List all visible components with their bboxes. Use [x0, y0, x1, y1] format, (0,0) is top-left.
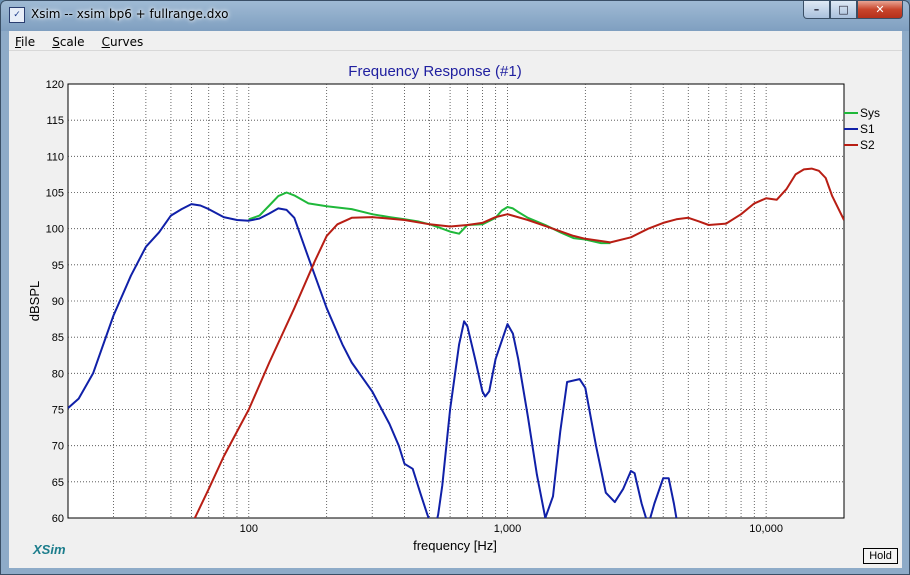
- chart-area: 60 65 70 75 80 85 90 95 100 105 110 115 120 100 1,000…: [9, 51, 902, 568]
- chart-title: Frequency Response (#1): [348, 63, 521, 80]
- y-tick-label: 95: [52, 260, 64, 272]
- menu-file[interactable]: File: [15, 35, 36, 49]
- minimize-icon[interactable]: –: [803, 1, 830, 19]
- legend: Sys S1 S2: [844, 106, 880, 152]
- x-axis-ticks: 100 1,000 10,000: [240, 523, 783, 535]
- menu-bar: File Scale Curves: [9, 31, 902, 51]
- xsim-logo: XSim: [33, 542, 66, 557]
- menu-curves[interactable]: Curves: [101, 35, 144, 49]
- y-tick-label: 115: [46, 115, 64, 127]
- y-tick-label: 100: [46, 224, 64, 236]
- series-line-s2: [193, 167, 844, 518]
- legend-label: S1: [860, 122, 875, 136]
- grid-lines: [68, 84, 844, 518]
- hold-button[interactable]: Hold: [863, 548, 898, 564]
- xsim-app-icon[interactable]: ✓: [9, 7, 25, 23]
- y-axis-label: dBSPL: [27, 281, 42, 321]
- series-lines: [68, 167, 844, 518]
- y-axis-ticks: 60 65 70 75 80 85 90 95 100 105 110 115 120: [46, 79, 64, 525]
- frequency-response-chart[interactable]: 60 65 70 75 80 85 90 95 100 105 110 115 120 100 1,000…: [9, 51, 902, 568]
- x-tick-label: 100: [240, 523, 258, 535]
- maximize-icon[interactable]: □: [830, 1, 857, 19]
- menu-scale[interactable]: Scale: [52, 35, 85, 49]
- plot-area[interactable]: [67, 83, 845, 519]
- series-line-s1: [68, 203, 678, 518]
- y-tick-label: 85: [52, 332, 64, 344]
- y-tick-label: 65: [52, 477, 64, 489]
- legend-label: Sys: [860, 106, 880, 120]
- x-tick-label: 1,000: [494, 523, 522, 535]
- y-tick-label: 60: [52, 513, 64, 525]
- y-tick-label: 120: [46, 79, 64, 91]
- y-tick-label: 75: [52, 405, 64, 417]
- y-tick-label: 105: [46, 188, 64, 200]
- x-axis-label: frequency [Hz]: [413, 538, 497, 553]
- legend-label: S2: [860, 138, 875, 152]
- y-tick-label: 90: [52, 296, 64, 308]
- x-tick-label: 10,000: [749, 523, 783, 535]
- y-tick-label: 80: [52, 368, 64, 380]
- y-tick-label: 70: [52, 441, 64, 453]
- window-title: Xsim -- xsim bp6 + fullrange.dxo: [31, 7, 229, 21]
- close-icon[interactable]: ✕: [857, 1, 903, 19]
- y-tick-label: 110: [46, 151, 64, 163]
- title-bar[interactable]: ✓ Xsim -- xsim bp6 + fullrange.dxo – □ ✕: [1, 1, 909, 31]
